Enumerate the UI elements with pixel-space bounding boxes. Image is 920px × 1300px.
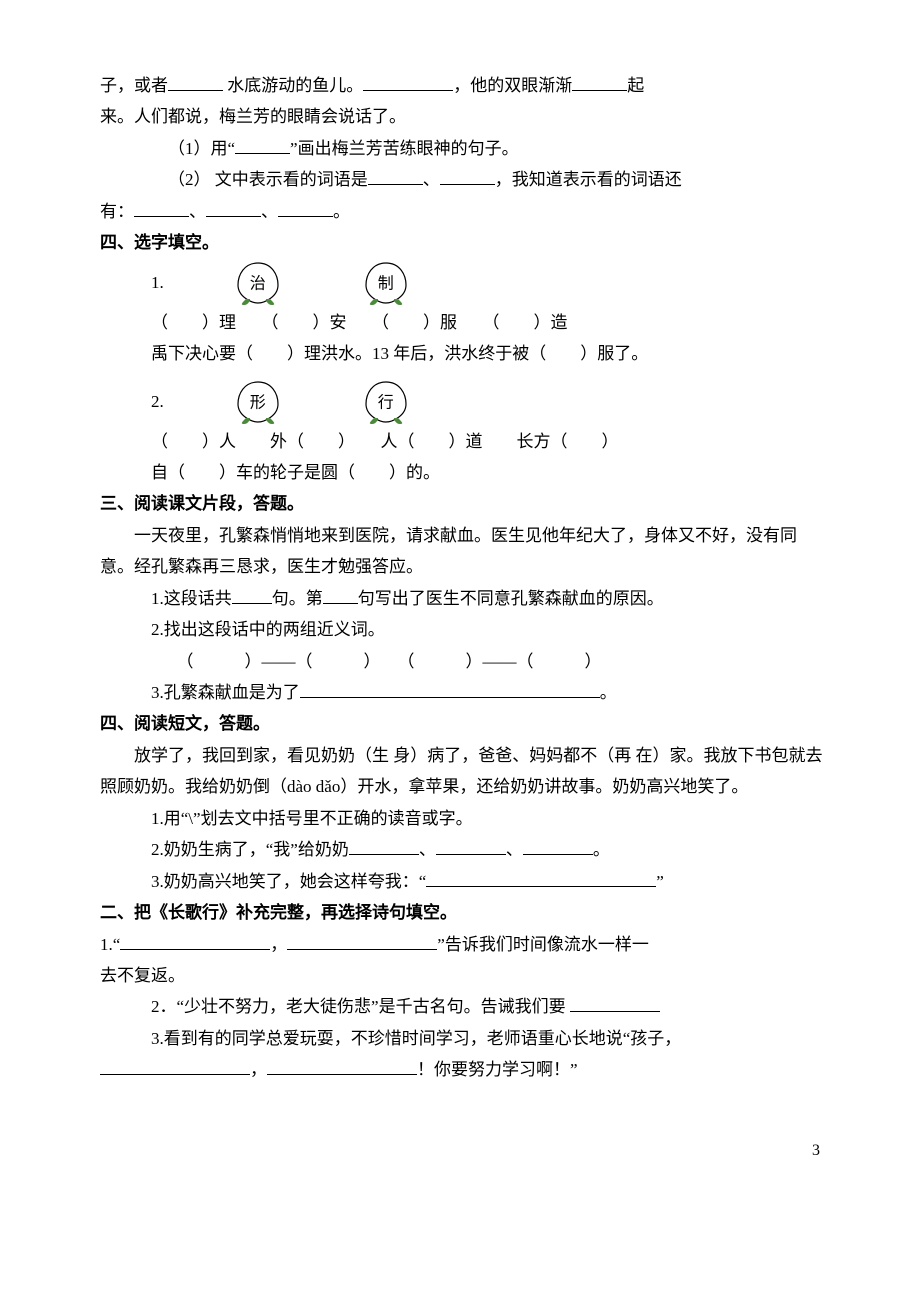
sec4a-line4: 自（ ）车的轮子是圆（ ）的。 bbox=[151, 457, 830, 488]
sec4b-q2: 2.奶奶生病了，“我”给奶奶 、 、 。 bbox=[151, 834, 830, 865]
text: 句。第 bbox=[272, 589, 323, 608]
text: ” bbox=[656, 872, 664, 891]
text: ， bbox=[270, 935, 287, 954]
blank bbox=[426, 869, 656, 887]
sec4a-line3: （ ）人 外（ ） 人（ ）道 长方（ ） bbox=[151, 426, 830, 457]
sec2-heading: 二、把《长歌行》补充完整，再选择诗句填空。 bbox=[100, 897, 830, 928]
sec2-q3-line2: ， ！你要努力学习啊！” bbox=[100, 1054, 830, 1085]
peach-char: 形 bbox=[250, 388, 266, 418]
text: （1）用“ bbox=[168, 139, 235, 158]
sec3-para: 一天夜里，孔繁森悄悄地来到医院，请求献血。医生见他年纪大了，身体又不好，没有同意… bbox=[100, 520, 830, 583]
text: 有： bbox=[100, 202, 134, 221]
blank bbox=[232, 586, 272, 604]
peach-char: 治 bbox=[250, 269, 266, 299]
peach-icon: 行 bbox=[360, 378, 412, 426]
sec3-q2-opts: （ ）——（ ） （ ）——（ ） bbox=[177, 646, 831, 677]
blank bbox=[134, 199, 189, 217]
blank bbox=[349, 837, 419, 855]
text: ！你要努力学习啊！” bbox=[417, 1060, 578, 1079]
opening-line2: 来。人们都说，梅兰芳的眼睛会说话了。 bbox=[100, 101, 830, 132]
text: 。 bbox=[333, 202, 350, 221]
sec4a-line1: （ ）理 （ ）安 （ ）服 （ ）造 bbox=[151, 307, 830, 338]
blank bbox=[120, 932, 270, 950]
text: 1.“ bbox=[100, 935, 120, 954]
blank bbox=[278, 199, 333, 217]
item-number: 1. bbox=[151, 267, 164, 298]
sec2-q1-line2: 去不复返。 bbox=[100, 960, 830, 991]
text: 、 bbox=[419, 840, 436, 859]
opening-q2-line1: （2） 文中表示看的词语是 、 ，我知道表示看的词语还 bbox=[100, 164, 830, 195]
sec3-q2: 2.找出这段话中的两组近义词。 bbox=[151, 614, 830, 645]
text: 句写出了医生不同意孔繁森献血的原因。 bbox=[358, 589, 664, 608]
blank bbox=[570, 994, 660, 1012]
text: ，他的双眼渐渐 bbox=[453, 76, 572, 95]
blank bbox=[100, 1057, 250, 1075]
text: 、 bbox=[189, 202, 206, 221]
peach-char: 行 bbox=[378, 388, 394, 418]
opening-q1: （1）用“ ”画出梅兰芳苦练眼神的句子。 bbox=[100, 133, 830, 164]
text: 、 bbox=[506, 840, 523, 859]
item-number: 2. bbox=[151, 386, 164, 417]
text: 。 bbox=[593, 840, 610, 859]
peach-icon: 治 bbox=[232, 259, 284, 307]
blank bbox=[206, 199, 261, 217]
text: 起 bbox=[627, 76, 644, 95]
blank bbox=[300, 680, 600, 698]
text: ，我知道表示看的词语还 bbox=[495, 170, 682, 189]
blank bbox=[287, 932, 437, 950]
text: ”告诉我们时间像流水一样一 bbox=[437, 935, 649, 954]
sec2-q2: 2．“少壮不努力，老大徒伤悲”是千古名句。告诫我们要 bbox=[151, 991, 830, 1022]
text: 水底游动的鱼儿。 bbox=[223, 76, 363, 95]
text: 子，或者 bbox=[100, 76, 168, 95]
sec4b-q1: 1.用“\”划去文中括号里不正确的读音或字。 bbox=[151, 803, 830, 834]
sec4a-line2: 禹下决心要（ ）理洪水。13 年后，洪水终于被（ ）服了。 bbox=[151, 338, 830, 369]
text: ”画出梅兰芳苦练眼神的句子。 bbox=[290, 139, 519, 158]
sec2-q3-line1: 3.看到有的同学总爱玩耍，不珍惜时间学习，老师语重心长地说“孩子， bbox=[151, 1023, 830, 1054]
page-number: 3 bbox=[100, 1136, 830, 1166]
sec4a-heading: 四、选字填空。 bbox=[100, 227, 830, 258]
peach-row-2: 2. 形 行 bbox=[151, 378, 830, 426]
peach-icon: 形 bbox=[232, 378, 284, 426]
peach-row-1: 1. 治 制 bbox=[151, 259, 830, 307]
text: 3.奶奶高兴地笑了，她会这样夸我：“ bbox=[151, 872, 426, 891]
text: （2） 文中表示看的词语是 bbox=[168, 170, 368, 189]
opening-line1: 子，或者 水底游动的鱼儿。 ，他的双眼渐渐 起 bbox=[100, 70, 830, 101]
blank bbox=[436, 837, 506, 855]
text: 2.奶奶生病了，“我”给奶奶 bbox=[151, 840, 349, 859]
opening-q2-line2: 有： 、 、 。 bbox=[100, 196, 830, 227]
sec4b-heading: 四、阅读短文，答题。 bbox=[100, 708, 830, 739]
sec4b-para: 放学了，我回到家，看见奶奶（生 身）病了，爸爸、妈妈都不（再 在）家。我放下书包… bbox=[100, 740, 830, 803]
blank bbox=[440, 167, 495, 185]
text: 1.这段话共 bbox=[151, 589, 232, 608]
blank bbox=[235, 136, 290, 154]
text: 。 bbox=[600, 683, 617, 702]
text: 3.孔繁森献血是为了 bbox=[151, 683, 300, 702]
sec2-q1-line1: 1.“ ， ”告诉我们时间像流水一样一 bbox=[100, 929, 830, 960]
blank bbox=[363, 73, 453, 91]
blank bbox=[168, 73, 223, 91]
blank bbox=[572, 73, 627, 91]
peach-char: 制 bbox=[378, 269, 394, 299]
text: 、 bbox=[261, 202, 278, 221]
peach-icon: 制 bbox=[360, 259, 412, 307]
blank bbox=[368, 167, 423, 185]
sec4b-q3: 3.奶奶高兴地笑了，她会这样夸我：“ ” bbox=[151, 866, 830, 897]
blank bbox=[523, 837, 593, 855]
text: 2．“少壮不努力，老大徒伤悲”是千古名句。告诫我们要 bbox=[151, 997, 570, 1016]
blank bbox=[323, 586, 358, 604]
blank bbox=[267, 1057, 417, 1075]
text: 、 bbox=[423, 170, 440, 189]
sec3-q3: 3.孔繁森献血是为了 。 bbox=[151, 677, 830, 708]
sec3-heading: 三、阅读课文片段，答题。 bbox=[100, 488, 830, 519]
text: ， bbox=[250, 1060, 267, 1079]
sec3-q1: 1.这段话共 句。第 句写出了医生不同意孔繁森献血的原因。 bbox=[151, 583, 830, 614]
